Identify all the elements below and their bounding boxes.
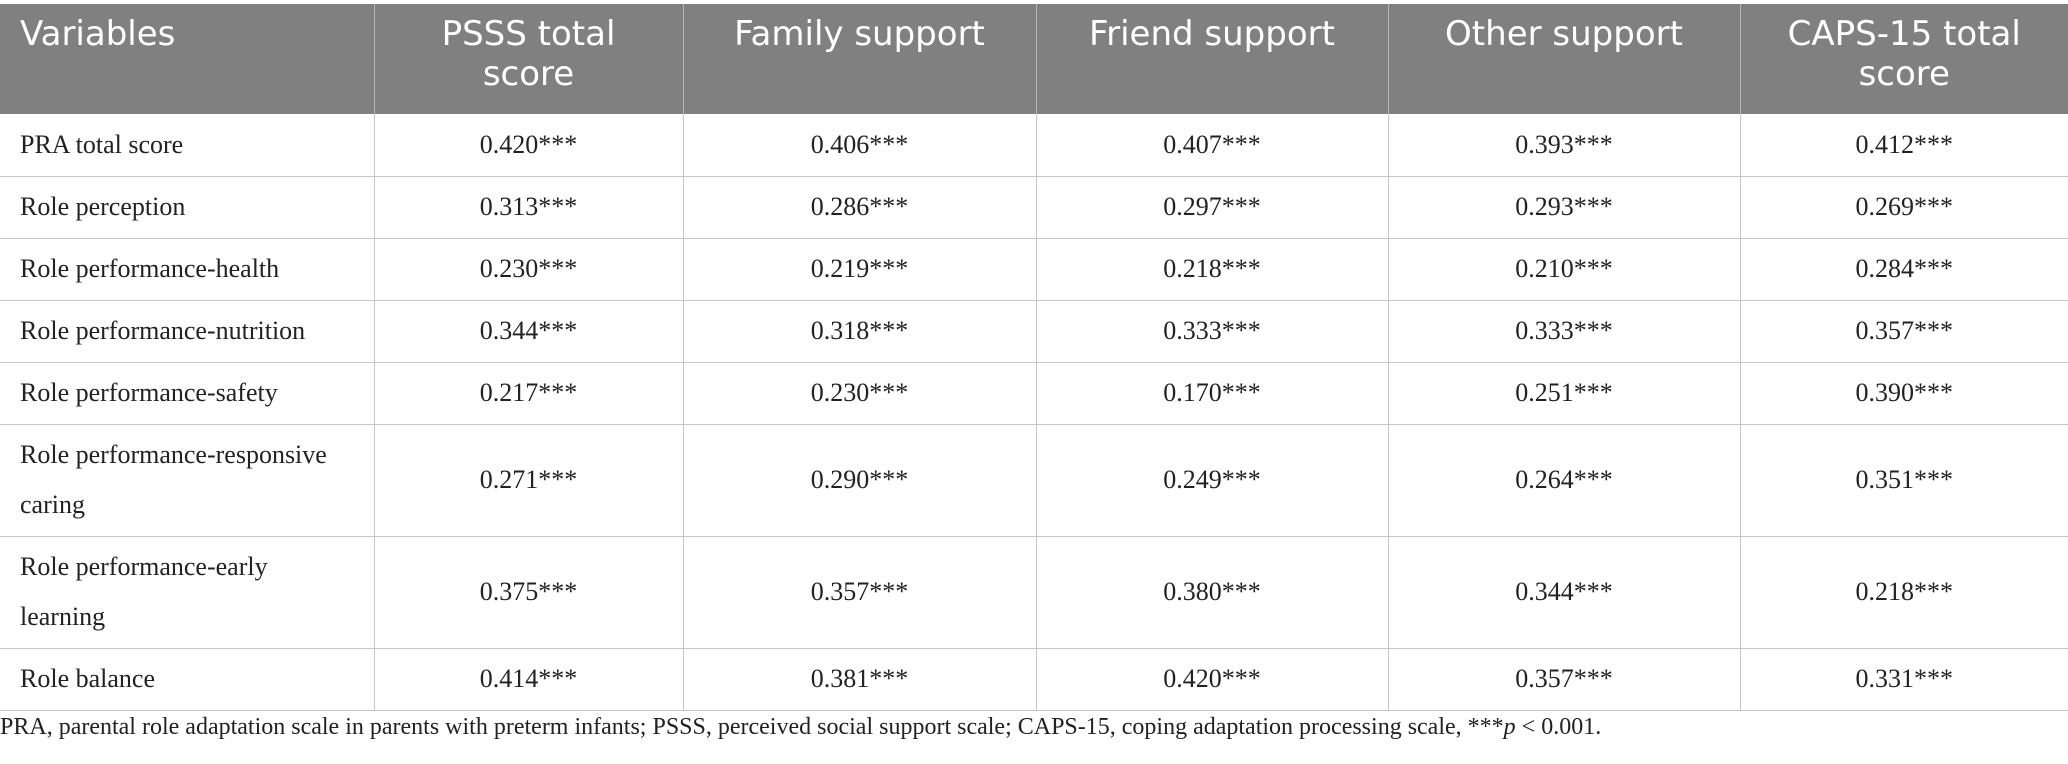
table-cell: 0.393*** (1387, 114, 1740, 177)
table-cell: 0.407*** (1035, 114, 1388, 177)
table-cell: 0.318*** (682, 300, 1036, 363)
table-cell: 0.412*** (1739, 114, 2068, 177)
table-cell: 0.375*** (373, 536, 683, 649)
table-cell: 0.249*** (1035, 424, 1388, 537)
correlation-table-container: Variables PSSS total score Family suppor… (0, 4, 2068, 711)
table-row: Role performance-safety 0.217*** 0.230**… (0, 362, 2068, 425)
table-row: Role performance-early learning 0.375***… (0, 536, 2068, 649)
table-cell: 0.390*** (1739, 362, 2068, 425)
table-cell: 0.170*** (1035, 362, 1388, 425)
table-cell: 0.218*** (1035, 238, 1388, 301)
row-label: Role performance-nutrition (0, 300, 374, 363)
header-friend-support: Friend support (1035, 4, 1388, 114)
table-cell: 0.344*** (373, 300, 683, 363)
table-cell: 0.290*** (682, 424, 1036, 537)
table-row: Role performance-health 0.230*** 0.219**… (0, 238, 2068, 301)
table-row: Role performance-nutrition 0.344*** 0.31… (0, 300, 2068, 363)
table-cell: 0.217*** (373, 362, 683, 425)
table-cell: 0.219*** (682, 238, 1036, 301)
correlation-table: Variables PSSS total score Family suppor… (0, 4, 2068, 711)
table-cell: 0.420*** (1035, 648, 1388, 711)
table-cell: 0.357*** (1387, 648, 1740, 711)
header-family-support: Family support (682, 4, 1036, 114)
table-cell: 0.357*** (1739, 300, 2068, 363)
table-cell: 0.264*** (1387, 424, 1740, 537)
table-footnote: PRA, parental role adaptation scale in p… (0, 714, 1601, 741)
table-cell: 0.286*** (682, 176, 1036, 239)
footnote-tail: < 0.001. (1515, 714, 1602, 740)
table-cell: 0.284*** (1739, 238, 2068, 301)
table-cell: 0.271*** (373, 424, 683, 537)
row-label: Role balance (0, 648, 374, 711)
table-cell: 0.230*** (682, 362, 1036, 425)
header-psss-total-score: PSSS total score (373, 4, 683, 114)
row-label: Role perception (0, 176, 374, 239)
table-cell: 0.344*** (1387, 536, 1740, 649)
table-row: PRA total score 0.420*** 0.406*** 0.407*… (0, 114, 2068, 177)
row-label: Role performance-early learning (0, 536, 374, 649)
table-row: Role perception 0.313*** 0.286*** 0.297*… (0, 176, 2068, 239)
table-cell: 0.381*** (682, 648, 1036, 711)
table-cell: 0.414*** (373, 648, 683, 711)
table-cell: 0.293*** (1387, 176, 1740, 239)
table-row: Role performance-responsive caring 0.271… (0, 424, 2068, 537)
row-label: Role performance-health (0, 238, 374, 301)
table-cell: 0.357*** (682, 536, 1036, 649)
table-cell: 0.351*** (1739, 424, 2068, 537)
table-cell: 0.297*** (1035, 176, 1388, 239)
table-cell: 0.331*** (1739, 648, 2068, 711)
table-cell: 0.210*** (1387, 238, 1740, 301)
table-cell: 0.380*** (1035, 536, 1388, 649)
footnote-p-symbol: p (1503, 714, 1516, 740)
table-cell: 0.333*** (1387, 300, 1740, 363)
table-row: Role balance 0.414*** 0.381*** 0.420*** … (0, 648, 2068, 711)
header-variables: Variables (0, 4, 374, 114)
header-row: Variables PSSS total score Family suppor… (0, 4, 2068, 114)
row-label: PRA total score (0, 114, 374, 177)
table-cell: 0.406*** (682, 114, 1036, 177)
table-cell: 0.333*** (1035, 300, 1388, 363)
table-cell: 0.218*** (1739, 536, 2068, 649)
footnote-text: PRA, parental role adaptation scale in p… (0, 714, 1504, 740)
row-label: Role performance-safety (0, 362, 374, 425)
table-cell: 0.269*** (1739, 176, 2068, 239)
row-label: Role performance-responsive caring (0, 424, 374, 537)
table-cell: 0.230*** (373, 238, 683, 301)
table-cell: 0.420*** (373, 114, 683, 177)
header-caps15-total-score: CAPS-15 total score (1739, 4, 2068, 114)
table-cell: 0.251*** (1387, 362, 1740, 425)
table-cell: 0.313*** (373, 176, 683, 239)
header-other-support: Other support (1387, 4, 1740, 114)
